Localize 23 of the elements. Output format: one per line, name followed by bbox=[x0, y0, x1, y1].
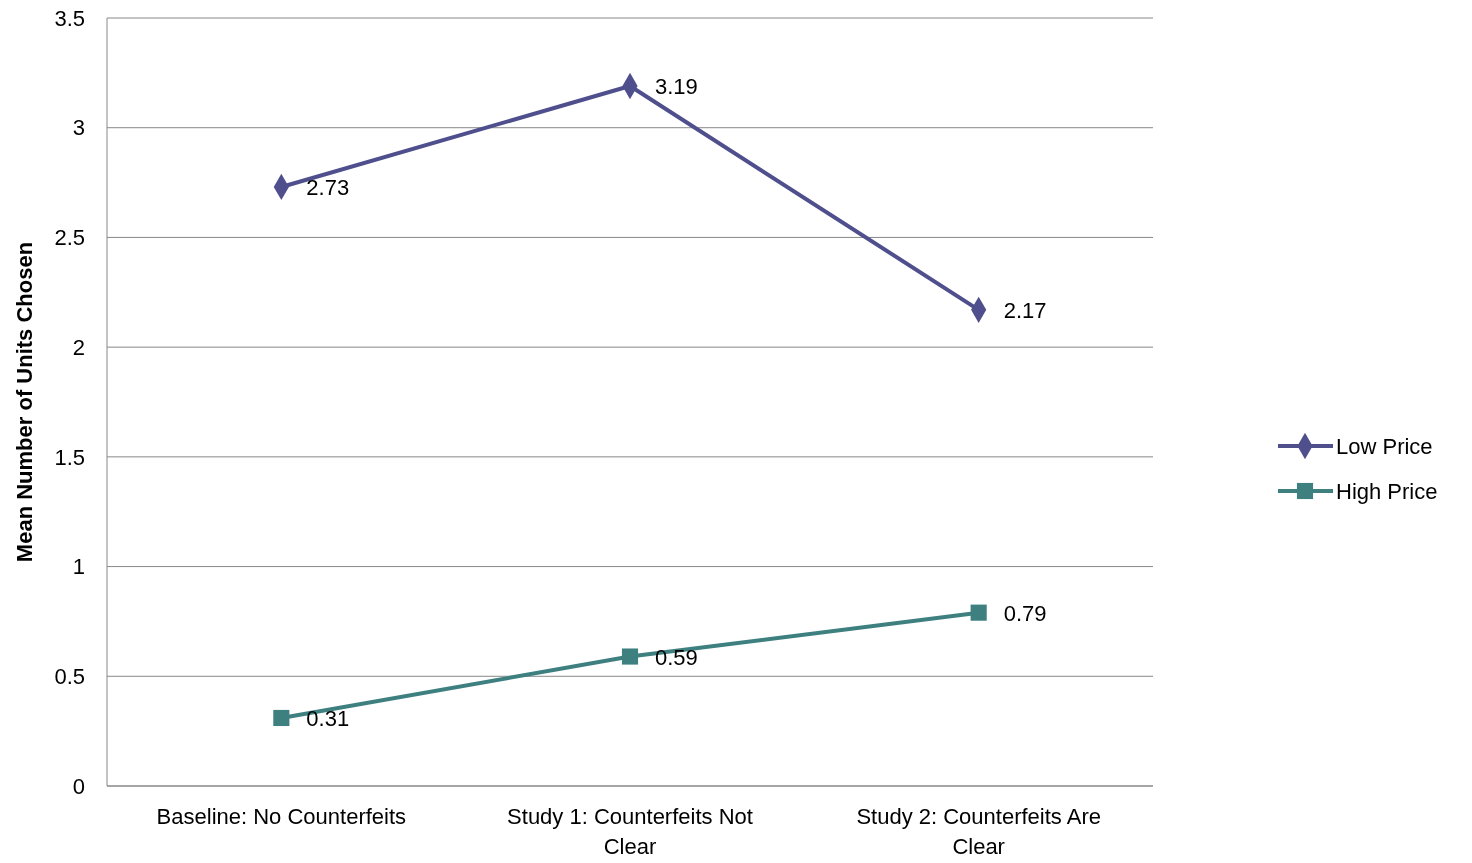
y-tick-label: 1.5 bbox=[54, 444, 85, 470]
y-tick-label: 0 bbox=[72, 773, 85, 799]
data-label: 3.19 bbox=[655, 74, 698, 100]
point bbox=[273, 709, 290, 727]
y-tick-label: 3.5 bbox=[54, 5, 85, 31]
data-label: 0.79 bbox=[1003, 600, 1047, 626]
y-tick-label: 3 bbox=[72, 115, 85, 141]
y-tick-label: 1 bbox=[72, 554, 85, 580]
legend-label: High Price bbox=[1336, 478, 1438, 504]
legend-label: Low Price bbox=[1336, 433, 1433, 459]
point bbox=[970, 604, 987, 621]
data-label: 2.17 bbox=[1003, 297, 1047, 323]
point bbox=[621, 648, 639, 665]
y-tick-label: 2.5 bbox=[54, 225, 85, 251]
y-axis-title: Mean Number of Units Chosen bbox=[12, 241, 37, 563]
data-label: 0.59 bbox=[655, 644, 698, 670]
x-tick-label: Baseline: No Counterfeits bbox=[156, 804, 407, 829]
y-tick-label: 2 bbox=[72, 334, 85, 360]
data-label: 2.73 bbox=[306, 174, 350, 200]
x-tick-label: Study 2: Counterfeits Are Clear bbox=[856, 804, 1101, 859]
x-tick-label: Study 1: Counterfeits Not Clear bbox=[507, 804, 753, 859]
data-label: 0.31 bbox=[306, 705, 350, 731]
y-tick-label: 0.5 bbox=[54, 663, 85, 689]
